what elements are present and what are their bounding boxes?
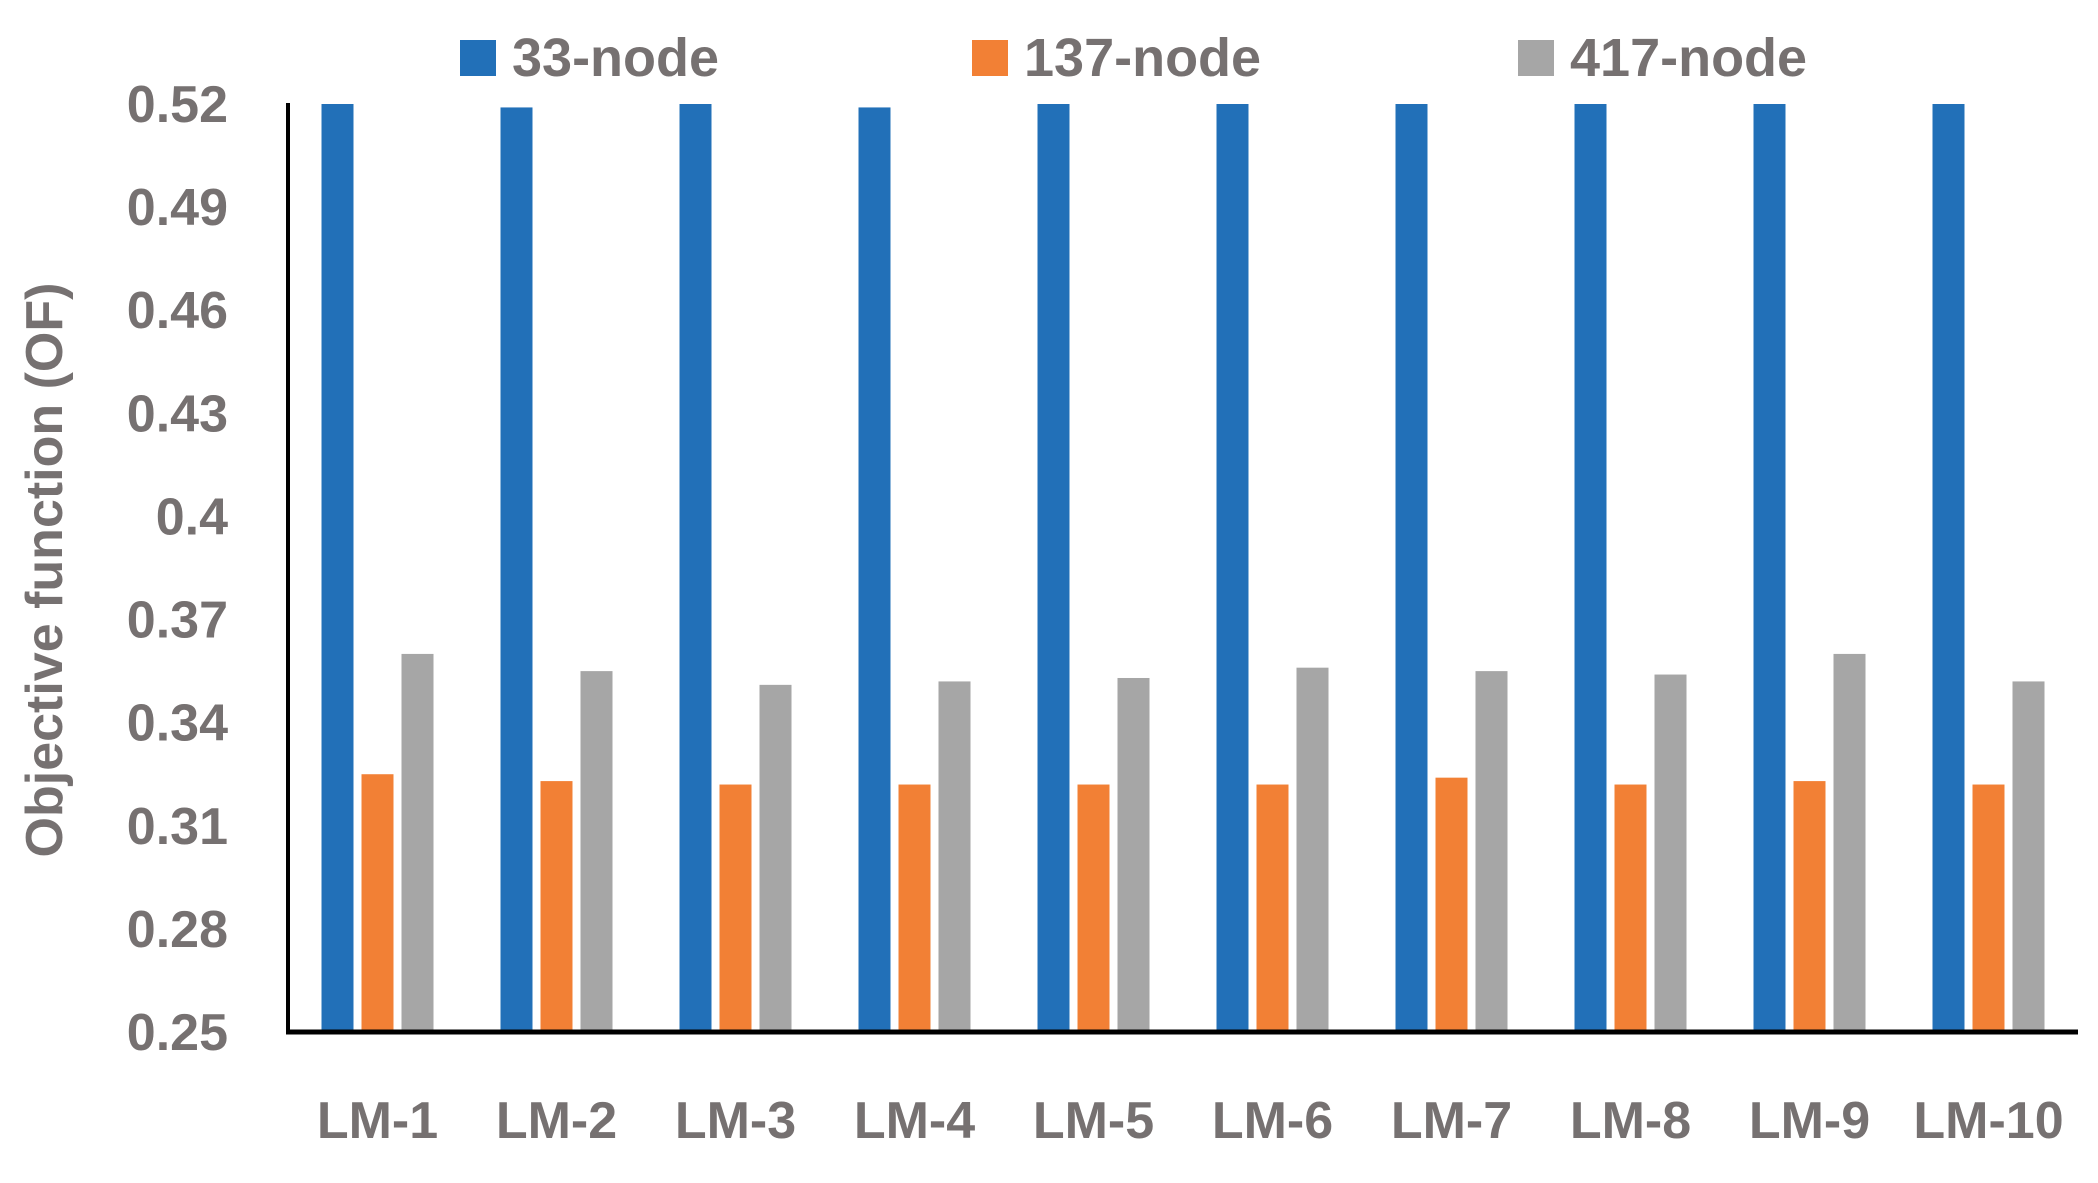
bar-33-node-LM-1 bbox=[321, 104, 354, 1032]
x-category-label: LM-9 bbox=[1749, 1092, 1870, 1150]
y-tick-label: 0.43 bbox=[127, 385, 228, 443]
bar-33-node-LM-5 bbox=[1037, 104, 1070, 1032]
y-tick-label: 0.25 bbox=[127, 1004, 228, 1062]
x-category-label: LM-6 bbox=[1212, 1092, 1333, 1150]
x-category-label: LM-2 bbox=[496, 1092, 617, 1150]
bars bbox=[321, 104, 2045, 1033]
bar-137-node-LM-1 bbox=[361, 774, 394, 1032]
bar-33-node-LM-7 bbox=[1395, 104, 1428, 1032]
y-tick-label: 0.28 bbox=[127, 901, 228, 959]
x-category-label: LM-1 bbox=[317, 1092, 438, 1150]
bar-417-node-LM-3 bbox=[759, 684, 792, 1032]
legend-label-417-node: 417-node bbox=[1570, 28, 1807, 88]
bar-33-node-LM-2 bbox=[500, 107, 533, 1033]
legend-label-33-node: 33-node bbox=[512, 28, 719, 88]
bar-417-node-LM-6 bbox=[1296, 667, 1329, 1032]
x-axis-categories: LM-1 LM-2 LM-3 LM-4 LM-5 LM-6 LM-7 LM-8 LM-9 LM-1… bbox=[317, 1092, 2064, 1150]
bar-137-node-LM-5 bbox=[1077, 784, 1110, 1032]
legend-label-137-node: 137-node bbox=[1024, 28, 1261, 88]
y-axis-title: Objective function (OF) bbox=[16, 283, 74, 858]
y-tick-label: 0.31 bbox=[127, 798, 228, 856]
bar-137-node-LM-9 bbox=[1793, 781, 1826, 1032]
x-category-label: LM-7 bbox=[1391, 1092, 1512, 1150]
y-tick-label: 0.4 bbox=[156, 488, 228, 546]
bar-33-node-LM-6 bbox=[1216, 104, 1249, 1032]
x-category-label: LM-4 bbox=[854, 1092, 975, 1150]
bar-137-node-LM-2 bbox=[540, 781, 573, 1032]
legend-swatch-33-node bbox=[460, 40, 496, 76]
bar-33-node-LM-4 bbox=[858, 107, 891, 1033]
y-tick-label: 0.46 bbox=[127, 282, 228, 340]
bar-33-node-LM-10 bbox=[1932, 104, 1965, 1032]
y-tick-label: 0.49 bbox=[127, 179, 228, 237]
x-category-label: LM-8 bbox=[1570, 1092, 1691, 1150]
bar-137-node-LM-7 bbox=[1435, 777, 1468, 1032]
legend-swatch-137-node bbox=[972, 40, 1008, 76]
bar-417-node-LM-5 bbox=[1117, 677, 1150, 1032]
legend: 33-node 137-node 417-node bbox=[460, 28, 1807, 88]
y-tick-label: 0.34 bbox=[127, 695, 228, 753]
bar-417-node-LM-7 bbox=[1475, 671, 1508, 1032]
bar-137-node-LM-3 bbox=[719, 784, 752, 1032]
bar-417-node-LM-1 bbox=[401, 653, 434, 1032]
bar-33-node-LM-8 bbox=[1574, 104, 1607, 1032]
bar-417-node-LM-8 bbox=[1654, 674, 1687, 1032]
legend-swatch-417-node bbox=[1518, 40, 1554, 76]
y-tick-label: 0.52 bbox=[127, 76, 228, 134]
bar-137-node-LM-8 bbox=[1614, 784, 1647, 1032]
y-axis-ticks: 0.25 0.28 0.31 0.34 0.37 0.4 0.43 0.46 0.49 0.52 bbox=[127, 76, 228, 1062]
bar-137-node-LM-10 bbox=[1972, 784, 2005, 1032]
x-category-label: LM-3 bbox=[675, 1092, 796, 1150]
bar-417-node-LM-10 bbox=[2012, 681, 2045, 1032]
bar-417-node-LM-2 bbox=[580, 671, 613, 1032]
bar-137-node-LM-4 bbox=[898, 784, 931, 1032]
x-category-label: LM-10 bbox=[1913, 1092, 2063, 1150]
bar-417-node-LM-9 bbox=[1833, 653, 1866, 1032]
bar-417-node-LM-4 bbox=[938, 681, 971, 1032]
bar-33-node-LM-3 bbox=[679, 104, 712, 1032]
y-tick-label: 0.37 bbox=[127, 592, 228, 650]
bar-33-node-LM-9 bbox=[1753, 104, 1786, 1032]
bar-137-node-LM-6 bbox=[1256, 784, 1289, 1032]
x-category-label: LM-5 bbox=[1033, 1092, 1154, 1150]
